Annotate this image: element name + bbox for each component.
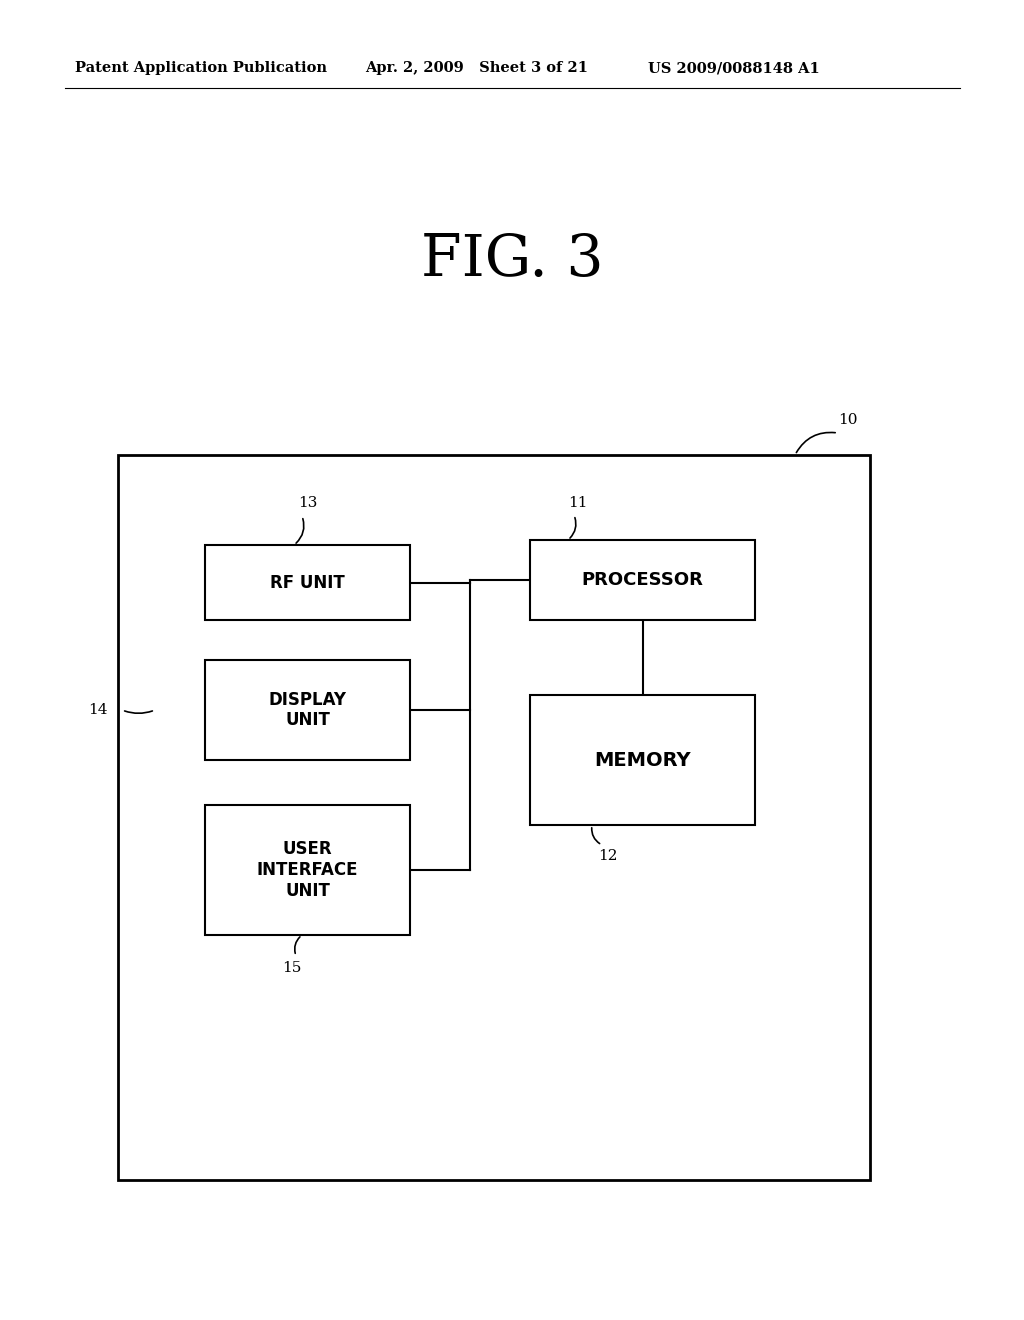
Text: US 2009/0088148 A1: US 2009/0088148 A1: [648, 61, 820, 75]
Text: 11: 11: [568, 496, 588, 510]
Bar: [530, 540, 755, 620]
Text: FIG. 3: FIG. 3: [421, 232, 603, 288]
Bar: [205, 660, 410, 760]
Text: 14: 14: [88, 704, 108, 717]
Text: 10: 10: [839, 413, 858, 426]
Bar: [118, 455, 870, 1180]
Text: MEMORY: MEMORY: [594, 751, 691, 770]
Text: PROCESSOR: PROCESSOR: [582, 572, 703, 589]
Text: Apr. 2, 2009   Sheet 3 of 21: Apr. 2, 2009 Sheet 3 of 21: [365, 61, 588, 75]
Text: 12: 12: [598, 849, 617, 863]
Text: DISPLAY
UNIT: DISPLAY UNIT: [268, 690, 346, 730]
Bar: [205, 545, 410, 620]
Text: 13: 13: [298, 496, 317, 510]
Bar: [530, 696, 755, 825]
Text: Patent Application Publication: Patent Application Publication: [75, 61, 327, 75]
Text: RF UNIT: RF UNIT: [270, 573, 345, 591]
Text: 15: 15: [283, 961, 302, 975]
Bar: [205, 805, 410, 935]
Text: USER
INTERFACE
UNIT: USER INTERFACE UNIT: [257, 841, 358, 900]
